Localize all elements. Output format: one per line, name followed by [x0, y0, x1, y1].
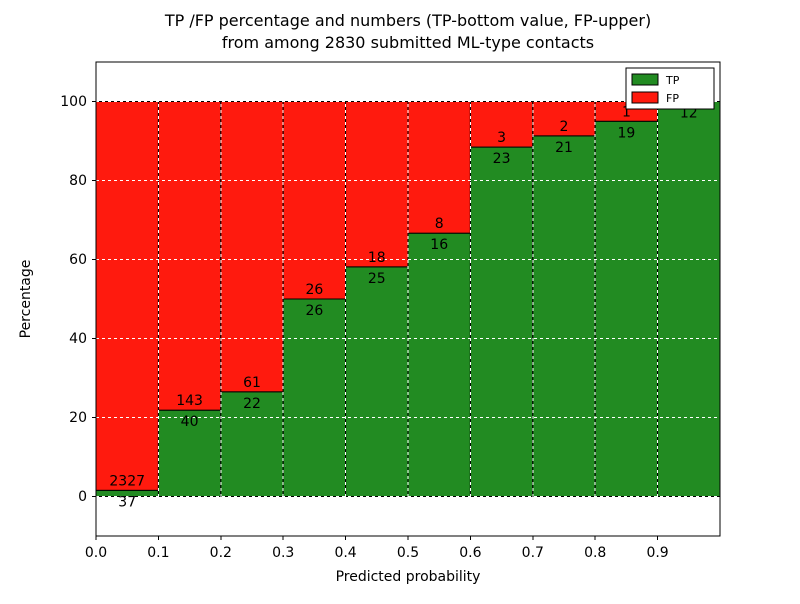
x-tick-label: 0.1	[147, 545, 169, 561]
x-tick-label: 0.8	[584, 545, 606, 561]
fp-count-label: 3	[497, 130, 506, 146]
bar-tp	[407, 232, 471, 498]
y-tick-label: 80	[69, 173, 87, 189]
bar-tp	[345, 266, 409, 498]
bar-fp	[469, 101, 534, 148]
bar-tp	[469, 146, 534, 497]
bar-fp	[407, 101, 471, 234]
bar-fp	[95, 101, 159, 491]
bar-tp	[594, 120, 659, 497]
fp-count-label: 2	[560, 119, 569, 135]
tp-count-label: 16	[430, 237, 448, 253]
bar-fp	[220, 101, 284, 393]
bar-tp	[282, 298, 347, 497]
x-tick-label: 0.6	[459, 545, 481, 561]
y-tick-label: 60	[69, 252, 87, 268]
y-tick-label: 20	[69, 410, 87, 426]
x-tick-label: 0.2	[210, 545, 232, 561]
ticks-layer: 0.0 0.1 0.2 0.3 0.4 0.5 0.6 0.7 0.8 0.9 0 20 40 60 80 1…	[60, 94, 668, 561]
x-tick-label: 0.7	[522, 545, 544, 561]
tp-count-label: 37	[118, 494, 136, 510]
bar-fp	[345, 101, 409, 268]
fp-count-label: 26	[305, 282, 323, 298]
y-tick-label: 0	[78, 489, 87, 505]
fp-count-label: 1	[622, 104, 631, 120]
legend-layer: TP FP	[625, 67, 715, 110]
x-tick-label: 0.3	[272, 545, 294, 561]
x-tick-label: 0.9	[646, 545, 668, 561]
x-tick-label: 0.4	[334, 545, 356, 561]
bar-tp	[532, 135, 596, 497]
x-tick-label: 0.0	[85, 545, 107, 561]
tp-count-label: 19	[617, 125, 635, 141]
fp-count-label: 2327	[109, 473, 145, 489]
legend-label-tp: TP	[665, 74, 680, 87]
bar-tp	[657, 101, 721, 497]
tp-count-label: 22	[243, 396, 261, 412]
x-axis-label: Predicted probability	[336, 569, 481, 585]
bar-fp	[532, 101, 596, 137]
x-tick-label: 0.5	[397, 545, 419, 561]
chart-title-line1: TP /FP percentage and numbers (TP-bottom…	[164, 11, 651, 30]
bar-tp	[157, 409, 222, 497]
tp-count-label: 23	[493, 151, 511, 167]
tp-count-label: 25	[368, 271, 386, 287]
y-axis-label: Percentage	[18, 260, 34, 339]
tp-count-label: 40	[181, 414, 199, 430]
tp-count-label: 26	[305, 303, 323, 319]
chart-title-line2: from among 2830 submitted ML-type contac…	[222, 33, 594, 52]
bar-fp	[157, 101, 222, 411]
fp-count-label: 61	[243, 375, 261, 391]
fp-count-label: 143	[176, 393, 203, 409]
bar-fp	[282, 101, 347, 300]
grid-layer	[96, 62, 720, 536]
legend-label-fp: FP	[666, 92, 679, 105]
legend-swatch-tp	[631, 73, 659, 86]
y-tick-label: 40	[69, 331, 87, 347]
fp-count-label: 8	[435, 216, 444, 232]
y-tick-label: 100	[60, 94, 87, 110]
legend-swatch-fp	[631, 91, 659, 104]
fp-count-label: 18	[368, 250, 386, 266]
tp-count-label: 21	[555, 140, 573, 156]
